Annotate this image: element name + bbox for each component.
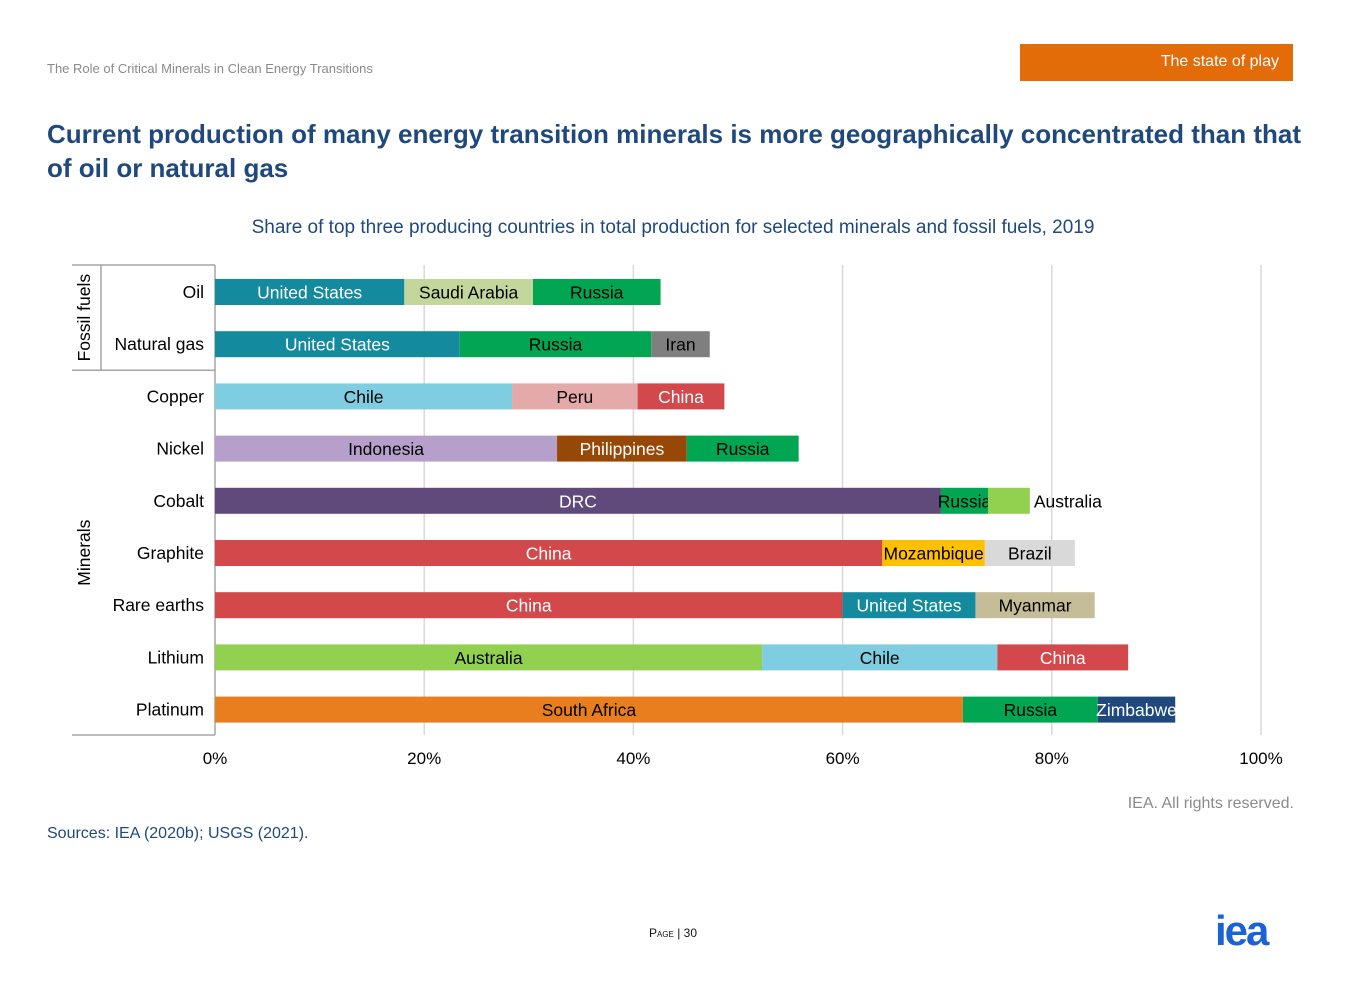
group-label: Minerals (74, 519, 94, 585)
bar-segment (404, 279, 533, 305)
segment-label: Saudi Arabia (419, 283, 519, 303)
category-label: Cobalt (153, 491, 204, 511)
segment-label: Iran (665, 335, 695, 355)
segment-label: Russia (1004, 700, 1058, 720)
bar-segment (651, 331, 710, 358)
bar-segment (215, 592, 843, 619)
bar-segment (215, 383, 513, 410)
iea-logo: iea (1215, 912, 1272, 952)
segment-label: Chile (344, 387, 384, 407)
category-label: Oil (183, 282, 204, 302)
segment-label: DRC (559, 491, 597, 511)
category-label: Copper (147, 386, 205, 406)
segment-label: China (506, 596, 552, 616)
bar-segment (459, 331, 652, 358)
segment-label: China (526, 544, 572, 564)
segment-label: Brazil (1008, 544, 1052, 564)
bar-segment (215, 331, 460, 358)
segment-label: Russia (529, 335, 583, 355)
bar-segment (532, 279, 661, 305)
bar-segment (984, 540, 1075, 566)
sources-note: Sources: IEA (2020b); USGS (2021). (47, 825, 309, 842)
x-tick-label: 0% (203, 749, 228, 768)
page-title: Current production of many energy transi… (47, 119, 1302, 183)
segment-label: Philippines (580, 439, 665, 459)
bar-segment (962, 696, 1098, 723)
iea-logo-text: iea (1215, 912, 1270, 952)
x-tick-label: 40% (616, 749, 650, 768)
segment-label: Russia (570, 283, 624, 303)
bar-segment (1097, 696, 1176, 723)
segment-label: Chile (860, 648, 900, 668)
category-label: Natural gas (115, 334, 205, 354)
segment-label: China (1040, 648, 1086, 668)
bar-segment (215, 487, 941, 514)
segment-label: Indonesia (348, 439, 424, 459)
segment-label: Peru (556, 387, 593, 407)
chart-title: Share of top three producing countries i… (251, 217, 1095, 238)
report-title: The Role of Critical Minerals in Clean E… (47, 61, 373, 76)
segment-label: Russia (716, 439, 770, 459)
category-label: Platinum (136, 700, 204, 720)
segment-label: South Africa (542, 700, 637, 720)
bar-segment (215, 644, 763, 671)
bar-segment (997, 644, 1129, 671)
bar-segment (557, 435, 687, 462)
segment-label: Mozambique (884, 544, 984, 564)
segment-label: United States (285, 335, 390, 355)
x-tick-label: 20% (407, 749, 441, 768)
x-tick-label: 60% (826, 749, 860, 768)
page-label: Page (648, 926, 674, 940)
segment-label: Myanmar (999, 596, 1072, 616)
group-label: Fossil fuels (74, 274, 94, 362)
segment-label: Zimbabwe (1096, 700, 1177, 720)
page-number: Page | 30 (648, 926, 698, 940)
section-badge: The state of play (1020, 44, 1293, 81)
category-label: Lithium (148, 647, 204, 667)
category-label: Nickel (156, 439, 204, 459)
segment-label: United States (257, 283, 362, 303)
bar-segment (637, 383, 725, 410)
category-label: Graphite (137, 543, 204, 563)
bar-segment (686, 435, 799, 462)
bar-segment (762, 644, 998, 671)
segment-label: Australia (1034, 491, 1102, 511)
segment-label: China (658, 387, 704, 407)
x-tick-label: 80% (1035, 749, 1069, 768)
segment-label: Russia (938, 491, 992, 511)
bar-segment (940, 487, 988, 514)
bar-segment (215, 279, 405, 305)
bar-segment (215, 435, 558, 462)
segment-label: Australia (454, 648, 522, 668)
x-tick-label: 100% (1239, 749, 1282, 768)
bar-segment (842, 592, 976, 619)
bar-segment (215, 696, 963, 723)
bar-segment (882, 540, 985, 566)
page-number-value: 30 (683, 926, 698, 940)
category-label: Rare earths (113, 595, 205, 615)
copyright-note: IEA. All rights reserved. (1127, 795, 1294, 812)
bar-segment (987, 487, 1030, 514)
bar-segment (512, 383, 638, 410)
segment-label: United States (856, 596, 961, 616)
bar-segment (975, 592, 1095, 619)
bar-segment (215, 540, 883, 566)
